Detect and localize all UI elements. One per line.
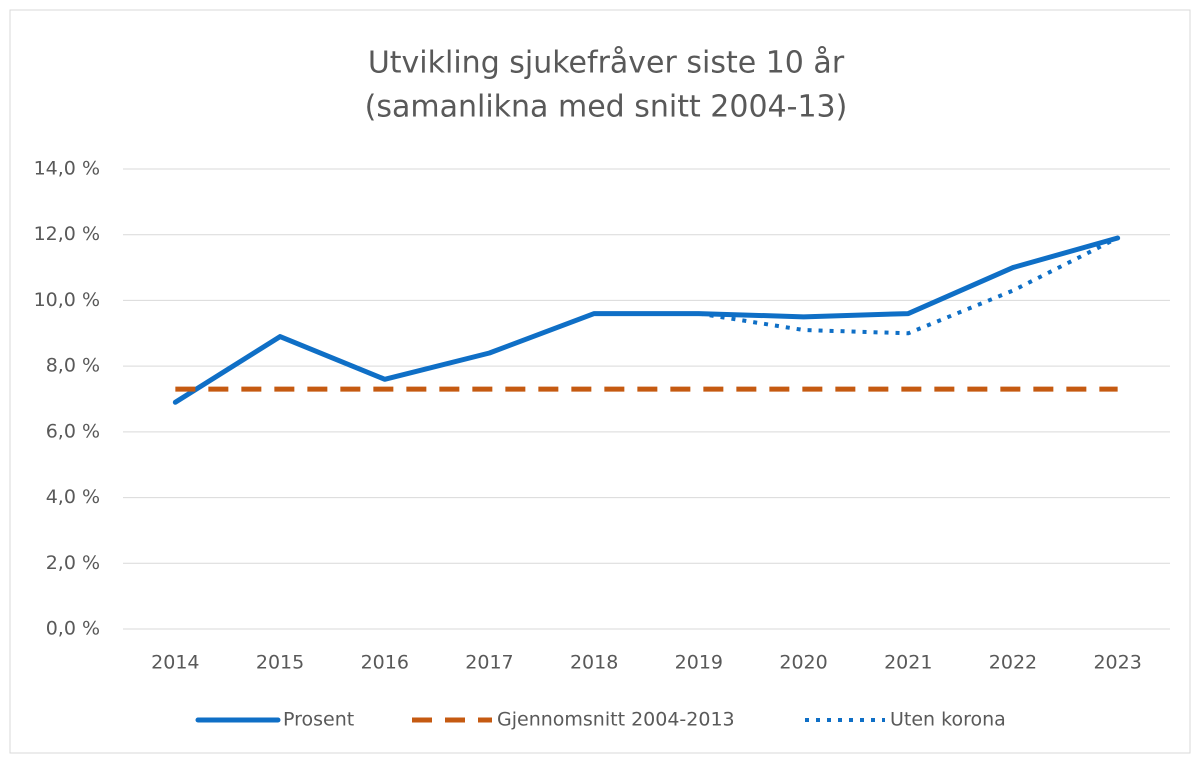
series-line	[172, 235, 1121, 405]
x-tick-label: 2017	[465, 652, 513, 674]
x-tick-label: 2018	[570, 652, 618, 674]
chart-title: Utvikling sjukefråver siste 10 år	[368, 46, 845, 81]
x-tick-label: 2014	[151, 652, 199, 674]
y-tick-label: 8,0 %	[46, 355, 100, 377]
y-tick-label: 14,0 %	[34, 158, 100, 180]
y-tick-label: 12,0 %	[34, 223, 100, 245]
chart-title: (samanlikna med snitt 2004-13)	[365, 90, 848, 125]
series-line	[698, 236, 1119, 336]
y-tick-label: 10,0 %	[34, 289, 100, 311]
y-tick-label: 2,0 %	[46, 552, 100, 574]
x-tick-label: 2023	[1093, 652, 1141, 674]
legend-label: Prosent	[283, 709, 354, 731]
legend-label: Uten korona	[890, 709, 1006, 731]
x-tick-label: 2015	[256, 652, 304, 674]
x-tick-label: 2021	[884, 652, 932, 674]
x-tick-label: 2016	[361, 652, 409, 674]
x-tick-label: 2019	[675, 652, 723, 674]
y-tick-label: 0,0 %	[46, 618, 100, 640]
x-tick-label: 2020	[779, 652, 827, 674]
y-tick-label: 6,0 %	[46, 420, 100, 442]
legend-label: Gjennomsnitt 2004-2013	[497, 709, 735, 731]
x-tick-label: 2022	[989, 652, 1037, 674]
y-tick-label: 4,0 %	[46, 486, 100, 508]
